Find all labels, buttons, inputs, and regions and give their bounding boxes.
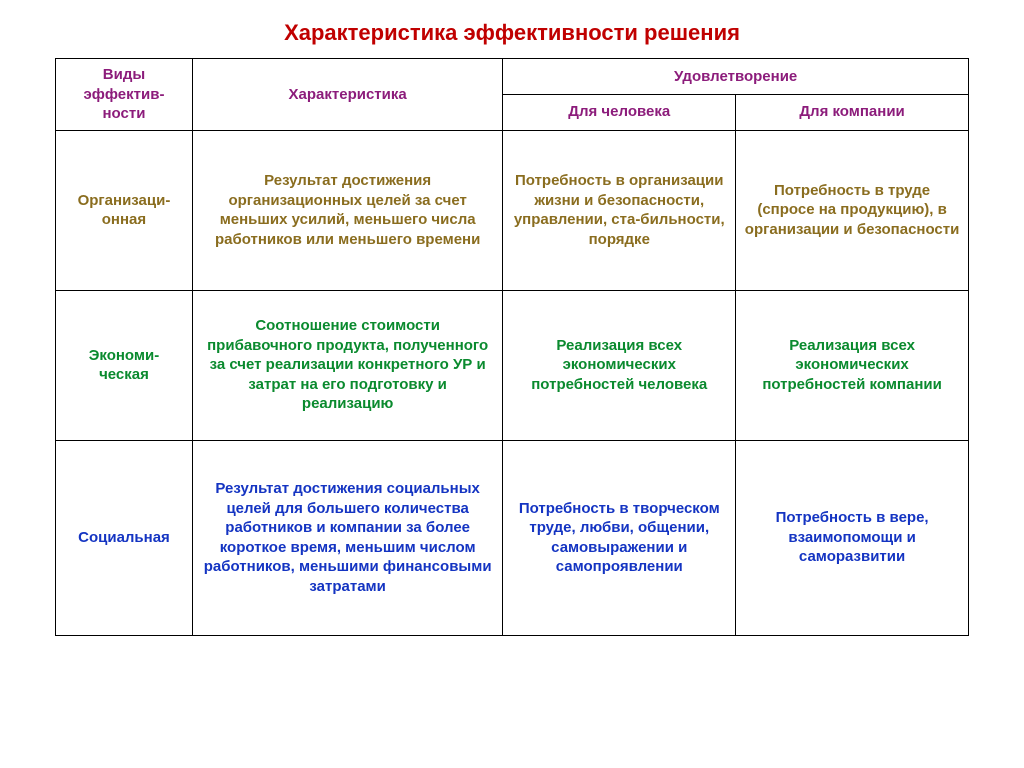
cell-company-social: Потребность в вере, взаимопомощи и самор… — [736, 440, 969, 635]
effectiveness-table: Виды эффектив-ности Характеристика Удовл… — [55, 58, 969, 636]
cell-type-social: Социальная — [56, 440, 193, 635]
cell-type-econ: Экономи-ческая — [56, 290, 193, 440]
cell-char-econ: Соотношение стоимости прибавочного проду… — [192, 290, 502, 440]
header-company: Для компании — [736, 94, 969, 130]
header-company-label: Для компании — [799, 103, 904, 120]
cell-char-social: Результат достижения социальных целей дл… — [192, 440, 502, 635]
cell-char-org: Результат достижения организационных цел… — [192, 130, 502, 290]
cell-type-org: Организаци-онная — [56, 130, 193, 290]
page-title: Характеристика эффективности решения — [55, 20, 969, 46]
header-types: Виды эффектив-ности — [56, 59, 193, 131]
header-satisfaction: Удовлетворение — [503, 59, 969, 95]
cell-person-org: Потребность в организации жизни и безопа… — [503, 130, 736, 290]
table-row: Экономи-ческая Соотношение стоимости при… — [56, 290, 969, 440]
header-person: Для человека — [503, 94, 736, 130]
header-characteristic-label: Характеристика — [289, 86, 407, 103]
header-satisfaction-label: Удовлетворение — [674, 68, 797, 85]
table-row: Социальная Результат достижения социальн… — [56, 440, 969, 635]
cell-company-org: Потребность в труде (спросе на продукцию… — [736, 130, 969, 290]
cell-person-social: Потребность в творческом труде, любви, о… — [503, 440, 736, 635]
header-characteristic: Характеристика — [192, 59, 502, 131]
cell-person-econ: Реализация всех экономических потребност… — [503, 290, 736, 440]
header-person-label: Для человека — [568, 103, 670, 120]
table-row: Организаци-онная Результат достижения ор… — [56, 130, 969, 290]
cell-company-econ: Реализация всех экономических потребност… — [736, 290, 969, 440]
header-types-label: Виды эффектив-ности — [83, 66, 164, 122]
